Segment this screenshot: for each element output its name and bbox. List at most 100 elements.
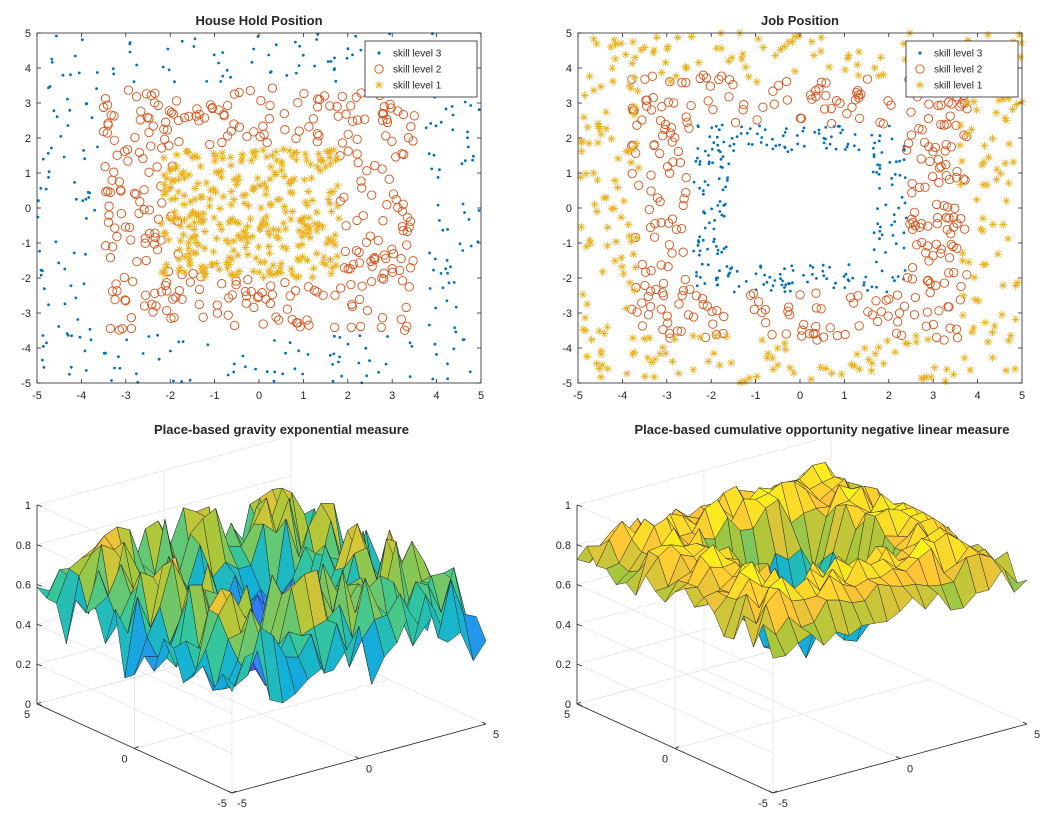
- data-point: [136, 106, 146, 116]
- data-point: [401, 302, 411, 313]
- data-point: [384, 174, 394, 184]
- data-point: [408, 341, 412, 345]
- data-point: [244, 365, 247, 369]
- x-tick: [227, 790, 233, 794]
- grid-line: [134, 679, 389, 749]
- data-point: [139, 301, 150, 311]
- data-point: [872, 153, 876, 157]
- data-point: [295, 256, 304, 265]
- data-point: [894, 308, 905, 318]
- data-point: [902, 246, 906, 250]
- data-point: [166, 164, 175, 173]
- y-tick-label: 2: [566, 133, 572, 145]
- data-point: [327, 207, 336, 216]
- data-point: [595, 124, 604, 133]
- data-point: [617, 39, 626, 48]
- data-point: [754, 272, 758, 276]
- data-point: [304, 187, 313, 196]
- data-point: [877, 172, 881, 176]
- data-point: [665, 333, 675, 343]
- data-point: [899, 301, 910, 311]
- data-point: [105, 253, 116, 263]
- data-point: [332, 102, 342, 112]
- data-point: [269, 261, 278, 270]
- data-point: [892, 213, 896, 217]
- data-point: [657, 68, 666, 77]
- data-point: [680, 274, 690, 285]
- data-point: [872, 146, 875, 150]
- data-point: [644, 204, 654, 215]
- data-point: [741, 63, 750, 72]
- data-point: [41, 269, 44, 273]
- data-point: [219, 111, 229, 121]
- data-point: [853, 90, 864, 100]
- data-point: [760, 136, 764, 139]
- data-point: [172, 150, 181, 159]
- x-tick-label: 5: [1034, 729, 1040, 741]
- data-point: [218, 154, 227, 163]
- data-point: [84, 369, 88, 372]
- data-point: [916, 154, 926, 164]
- legend-label: skill level 3: [393, 49, 442, 60]
- data-point: [313, 162, 322, 171]
- data-point: [96, 145, 99, 149]
- data-point: [1016, 52, 1025, 61]
- data-point: [737, 285, 741, 288]
- data-point: [825, 146, 828, 150]
- data-point: [312, 208, 321, 217]
- data-point: [466, 145, 470, 149]
- data-point: [84, 102, 88, 106]
- data-point: [376, 322, 386, 333]
- data-point: [179, 230, 188, 239]
- data-point: [265, 230, 274, 239]
- data-point: [191, 111, 201, 121]
- data-point: [156, 181, 166, 191]
- data-point: [172, 162, 181, 171]
- data-point: [802, 126, 806, 130]
- data-point: [643, 310, 654, 320]
- data-point: [782, 95, 793, 105]
- data-point: [57, 261, 61, 265]
- data-point: [160, 171, 169, 180]
- data-point: [607, 134, 616, 143]
- y-tick-label: 5: [25, 28, 31, 40]
- data-point: [346, 101, 356, 111]
- data-point: [341, 109, 351, 119]
- data-point: [249, 127, 259, 137]
- data-point: [960, 224, 970, 234]
- data-point: [757, 307, 767, 318]
- data-point: [627, 237, 636, 246]
- data-point: [167, 68, 171, 72]
- data-point: [89, 338, 93, 342]
- data-point: [232, 180, 241, 189]
- data-point: [837, 370, 846, 379]
- data-point: [696, 333, 705, 342]
- data-point: [999, 281, 1008, 290]
- data-point: [611, 54, 620, 63]
- data-point: [222, 100, 233, 111]
- data-point: [161, 270, 170, 279]
- data-point: [88, 327, 92, 331]
- data-point: [226, 373, 230, 377]
- data-point: [698, 163, 702, 166]
- data-point: [768, 354, 777, 363]
- data-point: [109, 135, 119, 145]
- data-point: [785, 310, 795, 320]
- data-point: [843, 54, 852, 63]
- data-point: [843, 286, 847, 290]
- data-point: [815, 277, 818, 280]
- data-point: [205, 202, 214, 211]
- data-point: [197, 266, 206, 275]
- data-point: [244, 201, 253, 210]
- data-point: [352, 134, 362, 144]
- data-point: [781, 329, 791, 339]
- data-point: [190, 218, 199, 227]
- data-point: [325, 101, 335, 111]
- data-point: [694, 58, 703, 67]
- data-point: [941, 139, 951, 150]
- data-point: [446, 271, 449, 275]
- data-point: [379, 274, 389, 284]
- data-point: [754, 34, 763, 43]
- data-point: [923, 113, 934, 124]
- data-point: [188, 268, 198, 279]
